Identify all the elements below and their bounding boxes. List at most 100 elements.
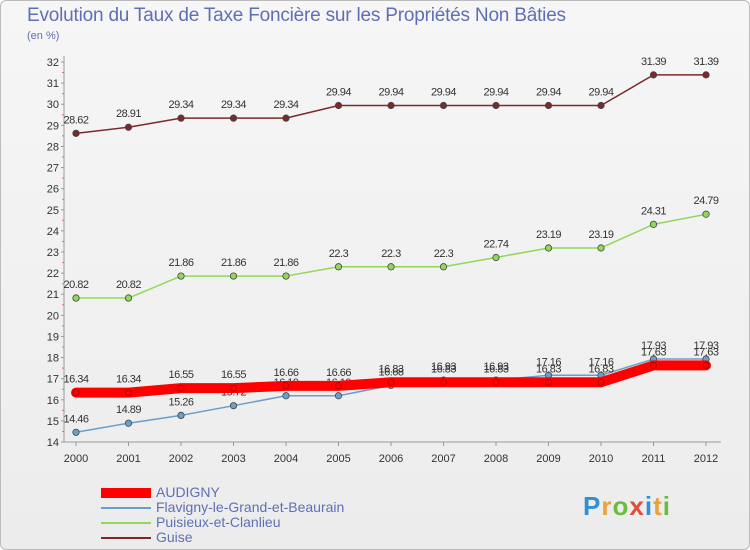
- data-label: 16.83: [378, 363, 403, 375]
- data-label: 29.94: [326, 86, 351, 98]
- y-tick-label: 29: [47, 120, 59, 132]
- data-label: 29.34: [168, 99, 193, 111]
- data-label: 14.46: [63, 413, 88, 425]
- data-label: 16.34: [116, 374, 141, 386]
- data-label: 23.19: [536, 229, 561, 241]
- x-tick-label: 2002: [169, 453, 193, 465]
- logo-letter: x: [629, 491, 645, 521]
- data-point: [72, 129, 80, 137]
- x-tick-label: 2001: [116, 453, 140, 465]
- data-label: 17.93: [693, 340, 718, 352]
- x-tick-label: 2010: [589, 453, 613, 465]
- data-point: [439, 101, 448, 110]
- data-point: [282, 272, 290, 280]
- legend-item-guise: Guise: [101, 530, 344, 545]
- data-label: 22.3: [381, 248, 401, 260]
- data-point: [334, 101, 343, 110]
- data-point: [124, 123, 133, 131]
- data-label: 29.94: [536, 86, 561, 98]
- data-point: [72, 389, 80, 397]
- data-point: [334, 392, 343, 400]
- data-label: 17.63: [641, 346, 666, 358]
- data-label: 16.93: [431, 361, 456, 373]
- data-point: [124, 294, 133, 302]
- data-point: [229, 272, 238, 280]
- data-point: [229, 114, 238, 122]
- data-point: [649, 220, 658, 228]
- data-point: [230, 384, 237, 392]
- data-label: 20.82: [116, 279, 141, 291]
- data-label: 17.93: [641, 340, 666, 352]
- data-point: [597, 244, 605, 252]
- data-point: [544, 101, 553, 110]
- data-point: [387, 101, 395, 110]
- y-tick-label: 18: [47, 353, 59, 365]
- legend-swatch-puisieux: [101, 522, 151, 525]
- data-label: 29.34: [273, 99, 298, 111]
- y-tick-label: 17: [47, 374, 59, 386]
- data-point: [597, 101, 605, 110]
- data-label: 16.34: [63, 374, 88, 386]
- proxiti-logo: Proxiti: [583, 491, 671, 522]
- y-tick-label: 32: [47, 57, 59, 69]
- data-label: 31.39: [641, 56, 666, 68]
- y-tick-label: 19: [47, 331, 59, 343]
- x-tick-label: 2004: [274, 453, 298, 465]
- legend-item-puisieux: Puisieux-et-Clanlieu: [101, 515, 344, 530]
- data-label: 17.63: [693, 346, 718, 358]
- data-label: 16.83: [431, 363, 456, 375]
- y-tick-label: 28: [47, 141, 59, 153]
- data-point: [229, 402, 238, 410]
- data-label: 16.68: [378, 366, 403, 378]
- x-tick-label: 2012: [694, 453, 718, 465]
- data-point: [387, 378, 395, 386]
- legend-label-puisieux: Puisieux-et-Clanlieu: [156, 514, 281, 530]
- data-label: 17.16: [588, 356, 613, 368]
- x-tick-label: 2006: [379, 453, 403, 465]
- logo-letter: P: [583, 491, 602, 521]
- x-tick-label: 2009: [536, 453, 560, 465]
- logo-letter: o: [612, 491, 630, 521]
- x-tick-label: 2003: [221, 453, 245, 465]
- data-point: [597, 378, 605, 386]
- data-label: 16.83: [536, 363, 561, 375]
- data-point: [440, 378, 447, 386]
- data-label: 16.93: [483, 361, 508, 373]
- y-tick-label: 22: [47, 268, 59, 280]
- data-point: [545, 378, 552, 386]
- chart-title: Evolution du Taux de Taxe Foncière sur l…: [27, 5, 566, 26]
- data-point: [649, 71, 658, 79]
- data-point: [702, 361, 710, 369]
- data-point: [124, 419, 133, 427]
- logo-letter: i: [644, 491, 654, 521]
- data-point: [72, 428, 80, 436]
- y-tick-label: 15: [47, 416, 59, 428]
- legend: AUDIGNY Flavigny-le-Grand-et-Beaurain Pu…: [101, 485, 344, 545]
- data-label: 31.39: [693, 56, 718, 68]
- y-tick-label: 14: [47, 437, 59, 449]
- data-label: 22.3: [434, 248, 454, 260]
- logo-letter: r: [601, 491, 613, 521]
- data-point: [177, 411, 185, 419]
- data-label: 29.94: [431, 86, 456, 98]
- data-point: [492, 253, 500, 262]
- data-point: [125, 389, 132, 397]
- data-point: [702, 210, 710, 218]
- data-point: [177, 114, 185, 122]
- x-tick-label: 2007: [431, 453, 455, 465]
- legend-swatch-flavigny: [101, 507, 151, 510]
- data-point: [177, 272, 185, 280]
- data-point: [492, 378, 500, 386]
- legend-swatch-audigny: [101, 488, 151, 499]
- y-tick-label: 26: [47, 184, 59, 196]
- y-tick-label: 31: [47, 78, 59, 90]
- data-label: 28.91: [116, 108, 141, 120]
- data-label: 24.79: [693, 195, 718, 207]
- data-label: 22.74: [483, 238, 508, 250]
- y-tick-label: 27: [47, 163, 59, 175]
- data-label: 22.3: [329, 248, 349, 260]
- legend-item-flavigny: Flavigny-le-Grand-et-Beaurain: [101, 500, 344, 515]
- y-tick-label: 20: [47, 310, 59, 322]
